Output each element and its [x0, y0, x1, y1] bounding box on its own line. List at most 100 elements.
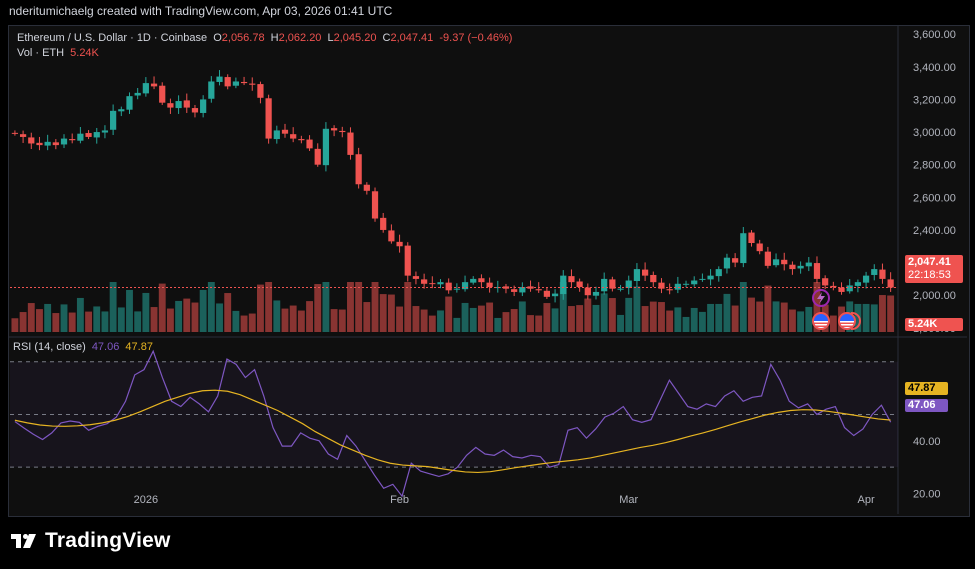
- candle: [666, 289, 673, 291]
- candle: [298, 139, 305, 141]
- volume-bar: [551, 308, 559, 332]
- candle: [412, 276, 420, 279]
- volume-bar: [608, 298, 616, 332]
- price-tick-label: 3,600.00: [913, 29, 956, 41]
- volume-bar: [617, 314, 624, 332]
- tradingview-footer[interactable]: TradingView: [11, 529, 171, 553]
- candle: [421, 279, 428, 284]
- candle: [854, 282, 862, 286]
- volume-bar: [224, 293, 232, 332]
- price-tick-label: 2,800.00: [913, 160, 956, 172]
- candle: [576, 281, 583, 288]
- axes: 1,800.002,000.002,200.002,400.002,600.00…: [134, 29, 956, 506]
- rsi-legend[interactable]: RSI (14, close) 47.06 47.87: [13, 341, 156, 353]
- symbol-name[interactable]: Ethereum / U.S. Dollar · 1D · Coinbase: [17, 32, 208, 44]
- us-flag-icon[interactable]: [812, 312, 830, 330]
- candle: [404, 245, 411, 276]
- candle: [273, 130, 280, 140]
- volume-bar: [813, 282, 821, 332]
- volume-legend[interactable]: Vol · ETH 5.24K: [17, 47, 102, 59]
- candle: [658, 282, 665, 289]
- volume-bar: [461, 302, 469, 332]
- candle: [764, 251, 771, 266]
- volume-bar: [387, 294, 395, 332]
- volume-bar: [330, 309, 338, 332]
- volume-bar: [19, 312, 27, 332]
- volume-bar: [486, 302, 494, 332]
- candle: [772, 259, 780, 266]
- volume-bar: [559, 282, 567, 332]
- volume-bar: [76, 297, 84, 332]
- volume-bar: [396, 306, 404, 332]
- candle: [830, 285, 837, 288]
- volume-bar: [477, 305, 485, 332]
- event-marker-icon[interactable]: [812, 289, 830, 307]
- volume-bar: [27, 303, 35, 332]
- volume-bar: [772, 301, 780, 332]
- candle: [617, 288, 624, 290]
- symbol-legend[interactable]: Ethereum / U.S. Dollar · 1D · Coinbase O…: [17, 32, 515, 44]
- volume-bar: [85, 311, 93, 332]
- price-tick-label: 3,200.00: [913, 94, 956, 106]
- candle: [224, 77, 231, 87]
- candle: [486, 282, 493, 288]
- candle: [871, 269, 878, 275]
- candle: [691, 280, 698, 285]
- candle: [445, 282, 452, 291]
- volume-bar: [764, 285, 772, 332]
- price-tick-label: 3,000.00: [913, 127, 956, 139]
- volume-bar: [592, 304, 600, 332]
- volume-bar: [666, 310, 674, 332]
- volume-bar: [117, 307, 125, 332]
- countdown: 22:18:53: [908, 269, 951, 281]
- volume-bar: [797, 311, 805, 332]
- candle: [592, 291, 600, 296]
- candle: [355, 154, 362, 185]
- candle: [11, 132, 19, 134]
- candle: [560, 275, 567, 295]
- open-value: 2,056.78: [221, 32, 265, 44]
- candle: [609, 279, 616, 289]
- volume-bar: [633, 286, 641, 332]
- chart-header: nderitumichaelg created with TradingView…: [9, 4, 393, 18]
- candle: [290, 134, 297, 139]
- volume-bar: [158, 283, 166, 332]
- volume-bar: [379, 294, 387, 332]
- volume-bar: [289, 305, 297, 332]
- volume-bar: [690, 307, 698, 332]
- volume-bar: [748, 297, 755, 332]
- volume-bar: [240, 315, 248, 332]
- volume-bar: [134, 311, 142, 332]
- volume-bar: [870, 304, 878, 332]
- candle: [249, 83, 256, 85]
- volume-bar: [445, 296, 453, 332]
- volume-bar: [314, 284, 322, 332]
- time-tick-label: 2026: [134, 494, 158, 506]
- time-tick-label: Mar: [619, 494, 638, 506]
- volume-bar: [306, 301, 313, 332]
- volume-bar: [216, 303, 223, 332]
- volume-bar: [494, 317, 502, 332]
- candle: [36, 142, 43, 146]
- candle: [388, 230, 395, 242]
- candle: [641, 269, 649, 276]
- rsi-ma-value: 47.87: [125, 341, 153, 353]
- volume-tag: 5.24K: [905, 318, 963, 331]
- candle: [52, 142, 59, 146]
- tradingview-brand: TradingView: [45, 529, 171, 552]
- last-price: 2,047.41: [908, 256, 951, 268]
- volume-bar: [52, 313, 60, 332]
- candle: [281, 129, 289, 134]
- close-value: 2,047.41: [390, 32, 434, 44]
- rsi-tag: 47.06: [905, 399, 948, 412]
- candles: [10, 70, 898, 303]
- volume-value: 5.24K: [70, 47, 99, 59]
- time-tick-label: Apr: [858, 494, 875, 506]
- volume-bar: [469, 307, 477, 332]
- candle: [813, 263, 821, 279]
- candle: [748, 232, 755, 243]
- high-label: H: [270, 32, 279, 44]
- candle: [200, 99, 207, 113]
- volume-bar: [126, 289, 133, 332]
